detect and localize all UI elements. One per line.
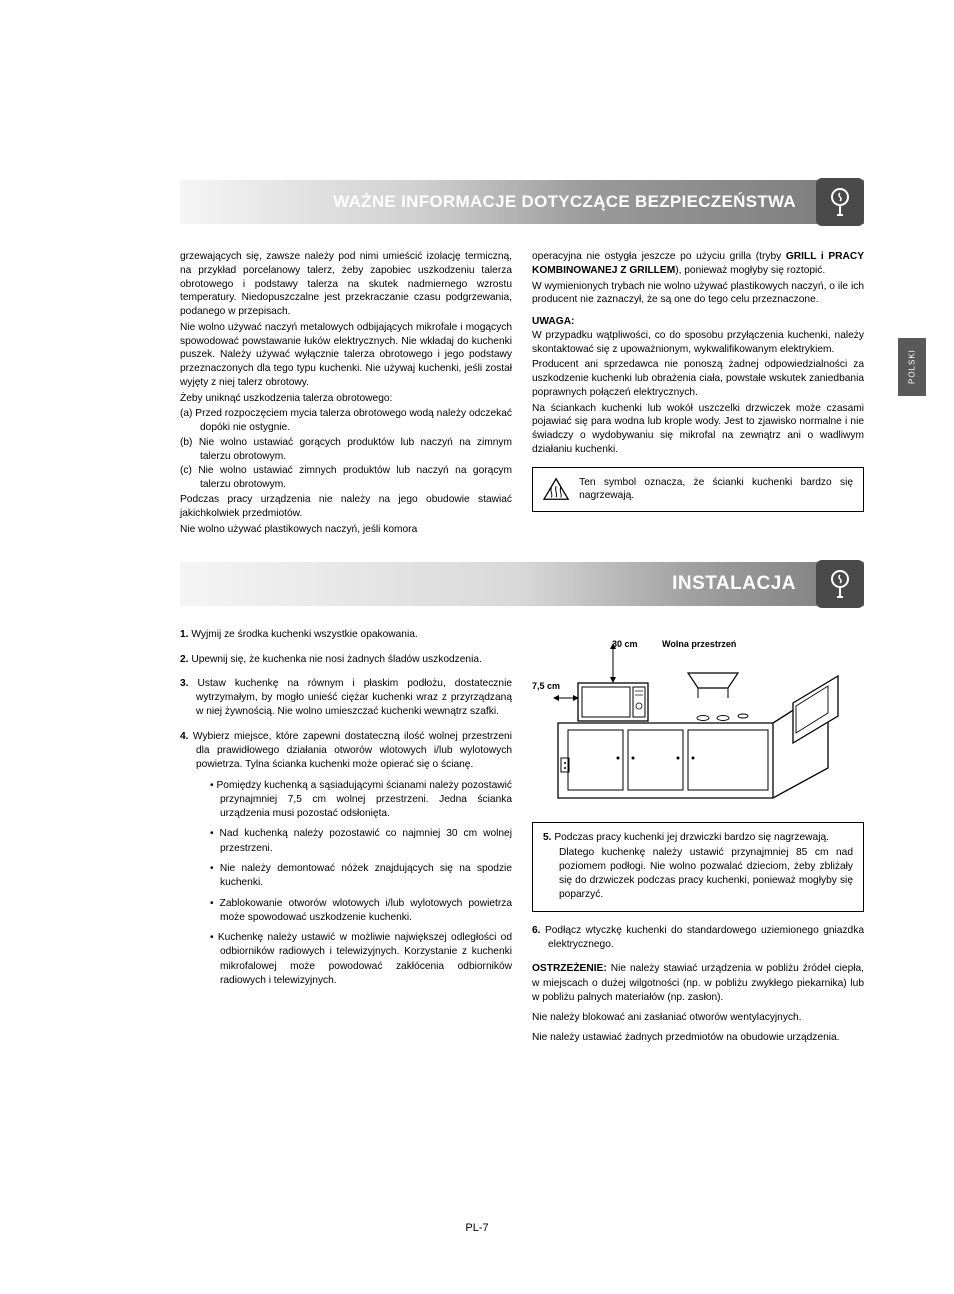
paragraph: Producent ani sprzedawca nie ponoszą żad… [532, 358, 864, 399]
bullet-item: Nie należy demontować nóżek znajdujących… [210, 862, 512, 891]
list-item: (c) Nie wolno ustawiać zimnych produktów… [180, 464, 512, 492]
left-column: grzewających się, zawsze należy pod nimi… [180, 250, 512, 538]
label-30cm: 30 cm [612, 638, 638, 651]
step-1: 1. Wyjmij ze środka kuchenki wszystkie o… [180, 628, 512, 642]
installation-diagram: 30 cm Wolna przestrzeń 7,5 cm [532, 628, 864, 808]
paragraph: Na ściankach kuchenki lub wokół uszczelk… [532, 402, 864, 457]
step-4: 4. Wybierz miejsce, które zapewni dostat… [180, 730, 512, 989]
list-item: (b) Nie wolno ustawiać gorących produktó… [180, 436, 512, 464]
paragraph: W przypadku wątpliwości, co do sposobu p… [532, 329, 864, 357]
right-column: operacyjna nie ostygła jeszcze po użyciu… [532, 250, 864, 538]
paragraph: W wymienionych trybach nie wolno używać … [532, 280, 864, 308]
list-item: (a) Przed rozpoczęciem mycia talerza obr… [180, 407, 512, 435]
paragraph: Podczas pracy urządzenia nie należy na j… [180, 493, 512, 521]
bullet-item: Pomiędzy kuchenką a sąsiadującymi ściana… [210, 779, 512, 822]
step-2: 2. Upewnij się, że kuchenka nie nosi żad… [180, 653, 512, 667]
step-3: 3. Ustaw kuchenkę na równym i płaskim po… [180, 677, 512, 720]
bullet-item: Zablokowanie otworów wlotowych i/lub wyl… [210, 897, 512, 926]
paragraph: operacyjna nie ostygła jeszcze po użyciu… [532, 250, 864, 278]
bullet-item: Kuchenkę należy ustawić w możliwie najwi… [210, 931, 512, 988]
step-6: 6. Podłącz wtyczkę kuchenki do standardo… [532, 924, 864, 953]
warning-text: Ten symbol oznacza, że ścianki kuchenki … [579, 476, 853, 504]
section-title: WAŻNE INFORMACJE DOTYCZĄCE BEZPIECZEŃSTW… [333, 192, 796, 212]
warning-paragraph: Nie należy ustawiać żadnych przedmiotów … [532, 1031, 864, 1045]
paragraph: Nie wolno używać naczyń metalowych odbij… [180, 321, 512, 390]
install-right-column: 30 cm Wolna przestrzeń 7,5 cm 5. Podczas… [532, 628, 864, 1051]
warning-paragraph: Nie należy blokować ani zasłaniać otworó… [532, 1011, 864, 1025]
language-tab: POLSKI [898, 338, 926, 396]
warning-paragraph: OSTRZEŻENIE: Nie należy stawiać urządzen… [532, 962, 864, 1005]
paragraph: grzewających się, zawsze należy pod nimi… [180, 250, 512, 319]
step-5-box: 5. Podczas pracy kuchenki jej drzwiczki … [532, 822, 864, 911]
install-left-column: 1. Wyjmij ze środka kuchenki wszystkie o… [180, 628, 512, 1051]
paragraph: Żeby uniknąć uszkodzenia talerza obrotow… [180, 392, 512, 406]
info-icon [816, 560, 864, 608]
label-free-space: Wolna przestrzeń [662, 638, 736, 651]
hot-surface-icon [543, 477, 569, 501]
paragraph: Nie wolno używać plastikowych naczyń, je… [180, 523, 512, 537]
section-title: INSTALACJA [672, 573, 796, 595]
section-header-installation: INSTALACJA [180, 562, 864, 606]
section-header-safety: WAŻNE INFORMACJE DOTYCZĄCE BEZPIECZEŃSTW… [180, 180, 864, 224]
hot-surface-warning-box: Ten symbol oznacza, że ścianki kuchenki … [532, 467, 864, 513]
bullet-item: Nad kuchenką należy pozostawić co najmni… [210, 827, 512, 856]
page-number: PL-7 [0, 1222, 954, 1234]
attention-label: UWAGA: [532, 315, 864, 329]
info-icon [816, 178, 864, 226]
label-75cm: 7,5 cm [532, 680, 560, 693]
